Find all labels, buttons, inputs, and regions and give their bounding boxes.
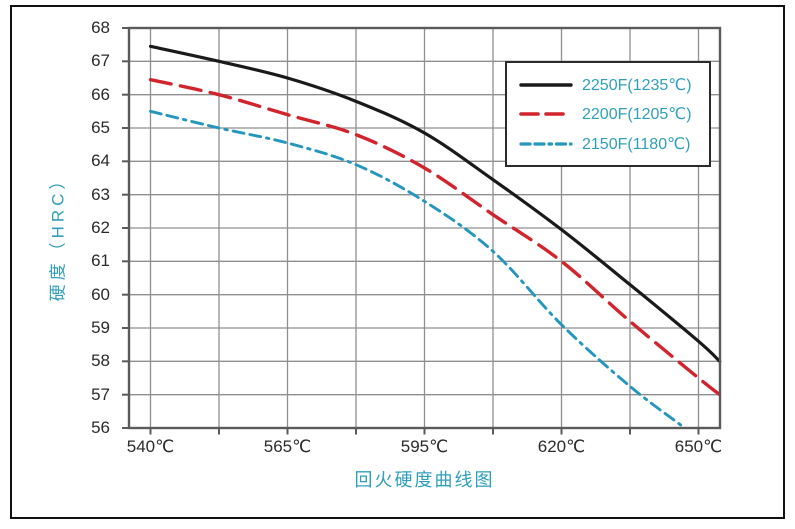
legend-item: 2150F(1180℃) xyxy=(519,134,709,154)
y-tick-label: 64 xyxy=(91,151,110,171)
y-axis-title: 硬度（HRC） xyxy=(48,168,68,302)
y-tick-label: 67 xyxy=(91,51,110,71)
x-tick-label: 565℃ xyxy=(263,437,312,456)
y-tick-label: 56 xyxy=(91,418,110,437)
x-tick-label: 540℃ xyxy=(126,437,175,456)
legend-label: 2250F(1235℃) xyxy=(582,76,692,94)
y-tick-label: 62 xyxy=(91,218,110,237)
x-tick-label: 620℃ xyxy=(537,437,586,456)
y-tick-label: 57 xyxy=(91,384,110,404)
legend-item: 2250F(1235℃) xyxy=(519,75,709,95)
legend-line-sample xyxy=(519,112,573,116)
y-tick-label: 66 xyxy=(91,84,110,104)
plot-border xyxy=(127,26,722,430)
x-tick-label: 650℃ xyxy=(674,437,723,456)
legend-item: 2200F(1205℃) xyxy=(519,104,709,124)
legend-line-sample xyxy=(519,141,573,146)
y-tick-label: 58 xyxy=(91,351,110,371)
y-tick-label: 59 xyxy=(91,318,110,337)
legend-label: 2200F(1205℃) xyxy=(582,106,692,123)
legend-line-sample xyxy=(519,82,573,87)
y-tick-label: 60 xyxy=(91,284,110,304)
series-line-2250F xyxy=(148,44,722,363)
legend: 2250F(1235℃) 2200F(1205℃) 2150F(1180℃) xyxy=(505,61,711,167)
series-line-2150F xyxy=(149,109,687,430)
series-curves xyxy=(148,44,722,430)
y-tick-label: 68 xyxy=(91,18,110,37)
series-line-2200F xyxy=(148,77,722,397)
x-tick-label: 595℃ xyxy=(400,437,449,456)
y-tick-label: 61 xyxy=(91,251,110,271)
x-axis-title: 回火硬度曲线图 xyxy=(354,470,495,490)
y-tick-label: 65 xyxy=(91,118,110,137)
y-tick-label: 63 xyxy=(91,184,110,204)
legend-label: 2150F(1180℃) xyxy=(582,135,691,153)
